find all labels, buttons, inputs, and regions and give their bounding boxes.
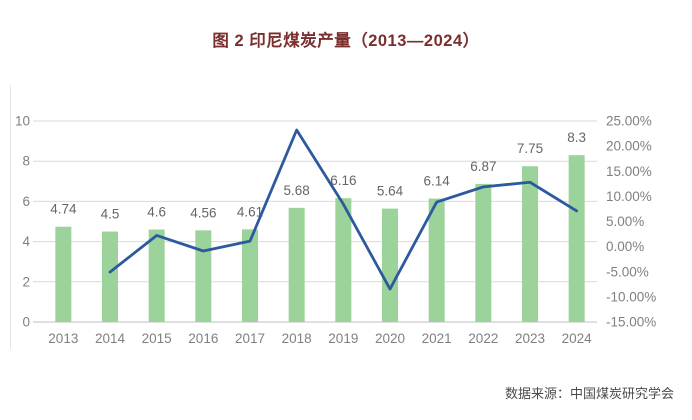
x-axis-labels: 2013 2014 2015 2016 2017 2018 2019 2020 2021 2022…	[48, 331, 592, 346]
x-label-2023: 2023	[515, 331, 545, 346]
value-label-2021: 6.14	[424, 174, 451, 189]
value-label-2024: 8.3	[567, 130, 586, 145]
x-label-2018: 2018	[282, 331, 312, 346]
x-label-2013: 2013	[48, 331, 78, 346]
svg-text:10: 10	[15, 114, 30, 129]
chart-title: 图 2 印尼煤炭产量（2013—2024）	[212, 32, 480, 50]
svg-text:20.00%: 20.00%	[606, 139, 652, 154]
svg-text:5.00%: 5.00%	[606, 214, 644, 229]
value-label-2020: 5.64	[377, 184, 404, 199]
x-label-2024: 2024	[562, 331, 593, 346]
production-bar-series	[55, 155, 585, 322]
bar-value-labels: 4.74 4.5 4.6 4.56 4.61 5.68 6.16 5.64 6.14 6.87 7.…	[50, 130, 586, 221]
svg-text:-10.00%: -10.00%	[606, 289, 656, 304]
bar-2017	[242, 229, 258, 322]
svg-text:8: 8	[22, 154, 30, 169]
value-label-2018: 5.68	[284, 183, 310, 198]
svg-text:-5.00%: -5.00%	[606, 264, 649, 279]
value-label-2022: 6.87	[470, 159, 496, 174]
svg-text:-15.00%: -15.00%	[606, 315, 656, 330]
svg-text:25.00%: 25.00%	[606, 114, 652, 129]
bar-2022	[475, 183, 492, 322]
bar-2024	[568, 155, 585, 322]
x-label-2016: 2016	[188, 331, 218, 346]
value-label-2019: 6.16	[330, 173, 356, 188]
svg-text:0: 0	[22, 315, 30, 330]
value-label-2017: 4.61	[237, 204, 263, 219]
bar-2018	[288, 207, 305, 322]
bar-2023	[522, 166, 538, 322]
value-label-2013: 4.74	[50, 202, 77, 217]
x-label-2019: 2019	[328, 331, 358, 346]
value-label-2023: 7.75	[517, 141, 543, 156]
x-label-2021: 2021	[422, 331, 452, 346]
right-axis-labels: -15.00% -10.00% -5.00% 0.00% 5.00% 10.00% 15.0…	[606, 114, 656, 330]
x-label-2017: 2017	[235, 331, 265, 346]
bar-2021	[428, 198, 445, 322]
bar-2020	[382, 208, 398, 322]
svg-text:6: 6	[22, 194, 30, 209]
value-label-2015: 4.6	[147, 205, 166, 220]
svg-text:4: 4	[22, 234, 30, 249]
growth-rate-line-series	[108, 128, 579, 291]
value-label-2016: 4.56	[190, 205, 216, 220]
svg-text:10.00%: 10.00%	[606, 189, 652, 204]
data-source-note: 数据来源：中国煤炭研究学会	[504, 386, 674, 401]
x-label-2015: 2015	[142, 331, 172, 346]
svg-text:0.00%: 0.00%	[606, 239, 644, 254]
svg-text:15.00%: 15.00%	[606, 164, 652, 179]
x-label-2014: 2014	[95, 331, 126, 346]
value-label-2014: 4.5	[101, 207, 120, 222]
bar-2014	[102, 231, 118, 322]
bar-2013	[55, 226, 72, 322]
gridlines	[33, 120, 597, 323]
bar-2015	[148, 229, 165, 322]
x-label-2020: 2020	[375, 331, 405, 346]
bar-2016	[195, 230, 212, 322]
svg-text:2: 2	[22, 274, 30, 289]
left-axis-labels: 0 2 4 6 8 10	[15, 114, 31, 330]
bar-2019	[335, 198, 352, 322]
x-label-2022: 2022	[468, 331, 498, 346]
